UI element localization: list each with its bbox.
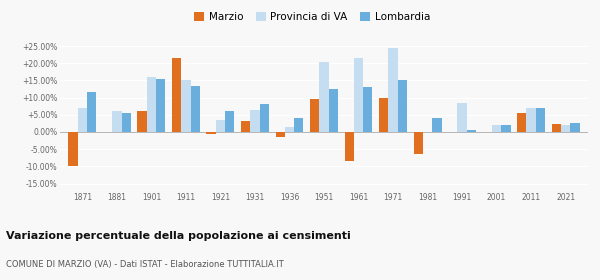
Bar [344,132,354,161]
Bar [354,58,363,132]
Text: Variazione percentuale della popolazione ai censimenti: Variazione percentuale della popolazione… [6,231,351,241]
Bar [294,118,304,132]
Text: COMUNE DI MARZIO (VA) - Dati ISTAT - Elaborazione TUTTITALIA.IT: COMUNE DI MARZIO (VA) - Dati ISTAT - Ela… [6,260,284,269]
Bar [172,58,181,132]
Bar [363,87,373,132]
Bar [275,132,285,137]
Bar [191,86,200,132]
Bar [536,108,545,132]
Bar [467,130,476,132]
Bar [156,79,166,132]
Bar [241,121,250,132]
Bar [206,132,216,134]
Bar [147,77,156,132]
Bar [310,99,319,132]
Bar [78,108,87,132]
Bar [492,125,501,132]
Bar [68,132,78,166]
Bar [432,118,442,132]
Bar [260,104,269,132]
Bar [285,127,294,132]
Bar [225,111,235,132]
Bar [517,113,526,132]
Bar [388,48,398,132]
Bar [112,111,122,132]
Legend: Marzio, Provincia di VA, Lombardia: Marzio, Provincia di VA, Lombardia [190,8,434,26]
Bar [250,110,260,132]
Bar [319,62,329,132]
Bar [457,103,467,132]
Bar [379,98,388,132]
Bar [413,132,423,154]
Bar [526,108,536,132]
Bar [87,92,97,132]
Bar [122,113,131,132]
Bar [137,111,147,132]
Bar [329,89,338,132]
Bar [570,123,580,132]
Bar [398,80,407,132]
Bar [501,125,511,132]
Bar [216,120,225,132]
Bar [551,124,561,132]
Bar [561,125,570,132]
Bar [181,80,191,132]
